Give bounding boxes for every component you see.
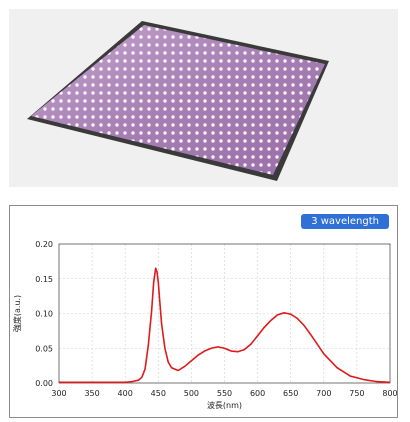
x-tick-label: 700 xyxy=(316,389,331,398)
spectrum-chart-panel: 300 350 400 450 500 550 600 650 700 750 800 0.00 0.0… xyxy=(9,205,398,418)
x-tick-label: 400 xyxy=(118,389,133,398)
y-tick-label: 0.15 xyxy=(35,275,53,284)
chart-series xyxy=(59,267,391,384)
x-tick-label: 450 xyxy=(151,389,166,398)
x-tick-label: 500 xyxy=(184,389,199,398)
y-tick-label: 0.10 xyxy=(35,310,53,319)
x-tick-label: 800 xyxy=(382,389,397,398)
panel-led-grid xyxy=(31,25,325,175)
x-tick-label: 300 xyxy=(51,389,66,398)
wavelength-badge[interactable]: 3 wavelength xyxy=(301,214,389,229)
x-tick-label: 750 xyxy=(349,389,364,398)
chart-axes: 300 350 400 450 500 550 600 650 700 750 800 0.00 0.0… xyxy=(35,240,397,398)
x-tick-label: 550 xyxy=(217,389,232,398)
led-panel-image xyxy=(27,21,329,181)
led-panel-photo xyxy=(9,9,398,187)
chart-grid xyxy=(58,243,391,384)
y-tick-label: 0.00 xyxy=(35,379,53,388)
y-tick-label: 0.05 xyxy=(35,344,53,353)
spectrum-chart: 300 350 400 450 500 550 600 650 700 750 800 0.00 0.0… xyxy=(12,240,397,410)
plot-frame xyxy=(58,243,391,384)
x-tick-label: 650 xyxy=(283,389,298,398)
x-tick-label: 350 xyxy=(84,389,99,398)
spectrum-line xyxy=(59,267,391,384)
y-tick-label: 0.20 xyxy=(35,240,53,249)
x-axis-label: 波長(nm) xyxy=(207,400,242,410)
x-tick-label: 600 xyxy=(250,389,265,398)
y-axis-label: 強度(a.u.) xyxy=(12,295,22,332)
